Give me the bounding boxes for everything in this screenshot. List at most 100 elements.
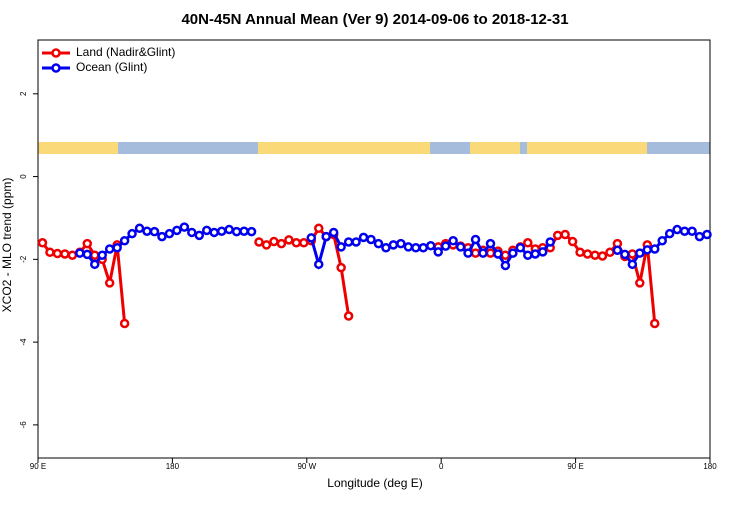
data-point — [694, 231, 705, 242]
data-point — [664, 228, 675, 239]
data-point — [82, 238, 93, 249]
land-band — [258, 142, 430, 154]
data-point — [254, 237, 264, 247]
data-point — [396, 238, 406, 249]
land-band — [38, 142, 118, 154]
data-point — [552, 230, 563, 241]
data-point — [187, 227, 197, 238]
data-point — [194, 230, 205, 241]
data-point — [500, 260, 511, 271]
data-point — [112, 243, 122, 253]
data-point — [411, 243, 421, 253]
data-point — [493, 249, 503, 259]
data-point — [134, 223, 145, 234]
data-point — [142, 226, 152, 236]
data-point — [635, 278, 645, 288]
legend-label: Land (Nadir&Glint) — [76, 45, 175, 59]
data-point — [627, 249, 638, 259]
data-point — [119, 318, 130, 329]
data-point — [508, 248, 518, 258]
data-point — [82, 249, 93, 260]
data-point — [425, 240, 436, 251]
legend-marker — [51, 48, 61, 58]
data-point — [343, 237, 354, 247]
x-tick-label: 90 W — [297, 462, 316, 471]
data-point — [523, 250, 533, 260]
data-point — [276, 238, 287, 249]
y-tick-label: 0 — [19, 174, 28, 179]
data-point — [269, 236, 279, 247]
data-point — [321, 231, 331, 242]
data-point — [702, 229, 712, 240]
data-point — [97, 250, 107, 260]
data-point — [336, 262, 346, 273]
data-point — [470, 234, 481, 245]
data-point — [306, 233, 317, 243]
data-point — [209, 227, 219, 238]
data-point — [500, 250, 511, 260]
y-tick-label: 2 — [19, 91, 28, 96]
data-point — [523, 238, 533, 248]
data-point — [104, 244, 115, 254]
data-point — [679, 226, 690, 236]
data-point — [45, 247, 55, 258]
data-point — [657, 235, 667, 246]
data-point — [433, 247, 443, 257]
y-tick-label: -4 — [19, 338, 28, 346]
data-point — [649, 244, 660, 254]
x-tick-label: 0 — [439, 462, 444, 471]
data-point — [485, 248, 496, 258]
data-point — [89, 250, 100, 260]
data-point — [246, 226, 257, 237]
data-point — [560, 229, 570, 240]
data-point — [582, 249, 593, 259]
data-point — [463, 248, 473, 258]
data-point — [291, 238, 302, 248]
x-tick-label: 90 E — [30, 462, 46, 471]
data-point — [440, 241, 451, 251]
data-point — [515, 243, 526, 253]
data-point — [37, 238, 48, 248]
data-point — [201, 225, 212, 236]
data-point — [149, 226, 160, 237]
data-point — [373, 238, 384, 249]
data-point — [239, 226, 249, 236]
land-band — [527, 142, 647, 154]
data-point — [261, 240, 272, 250]
data-point — [627, 259, 638, 270]
data-point — [418, 243, 429, 253]
data-point — [313, 259, 324, 270]
data-point — [313, 223, 324, 234]
data-point — [530, 249, 541, 259]
data-point — [597, 251, 608, 261]
data-point — [172, 225, 182, 236]
data-point — [343, 311, 354, 321]
data-point — [388, 240, 399, 250]
data-point — [470, 248, 481, 258]
data-point — [575, 247, 585, 258]
data-point — [224, 224, 234, 235]
data-point — [157, 231, 167, 242]
y-tick-label: -6 — [19, 421, 28, 429]
land-ocean-strip — [38, 142, 710, 154]
plot-frame — [37, 39, 711, 459]
y-axis-label: XCO2 - MLO trend (ppm) — [0, 178, 14, 313]
data-point — [328, 227, 339, 238]
data-point — [485, 238, 496, 249]
data-point — [455, 242, 466, 252]
data-point — [299, 238, 309, 248]
data-point — [612, 245, 623, 255]
data-point — [216, 226, 227, 236]
data-point — [75, 248, 85, 258]
data-point — [119, 235, 130, 246]
data-point — [672, 224, 682, 235]
data-point — [635, 248, 645, 258]
data-point — [52, 248, 63, 259]
data-point — [448, 235, 458, 246]
data-point — [620, 249, 630, 260]
data-point — [381, 243, 391, 253]
data-point — [336, 242, 346, 252]
data-point — [687, 226, 697, 236]
x-axis-label: Longitude (deg E) — [327, 476, 422, 490]
legend-label: Ocean (Glint) — [76, 60, 147, 74]
